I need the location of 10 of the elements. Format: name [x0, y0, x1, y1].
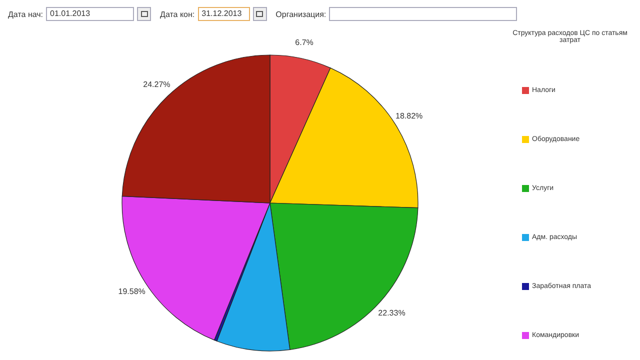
data-label: 18.82%	[396, 112, 423, 121]
text: Дата нач:	[8, 10, 44, 18]
data-label: 19.58%	[118, 286, 146, 296]
text: Дата кон:	[160, 10, 195, 18]
text: 31.12.2013	[198, 7, 250, 21]
text: 01.01.2013	[46, 7, 134, 21]
text: Организация:	[276, 10, 326, 18]
data-label: 6.7%	[295, 38, 314, 48]
data-label: 22.33%	[378, 308, 406, 318]
data-label: 24.27%	[143, 80, 170, 89]
